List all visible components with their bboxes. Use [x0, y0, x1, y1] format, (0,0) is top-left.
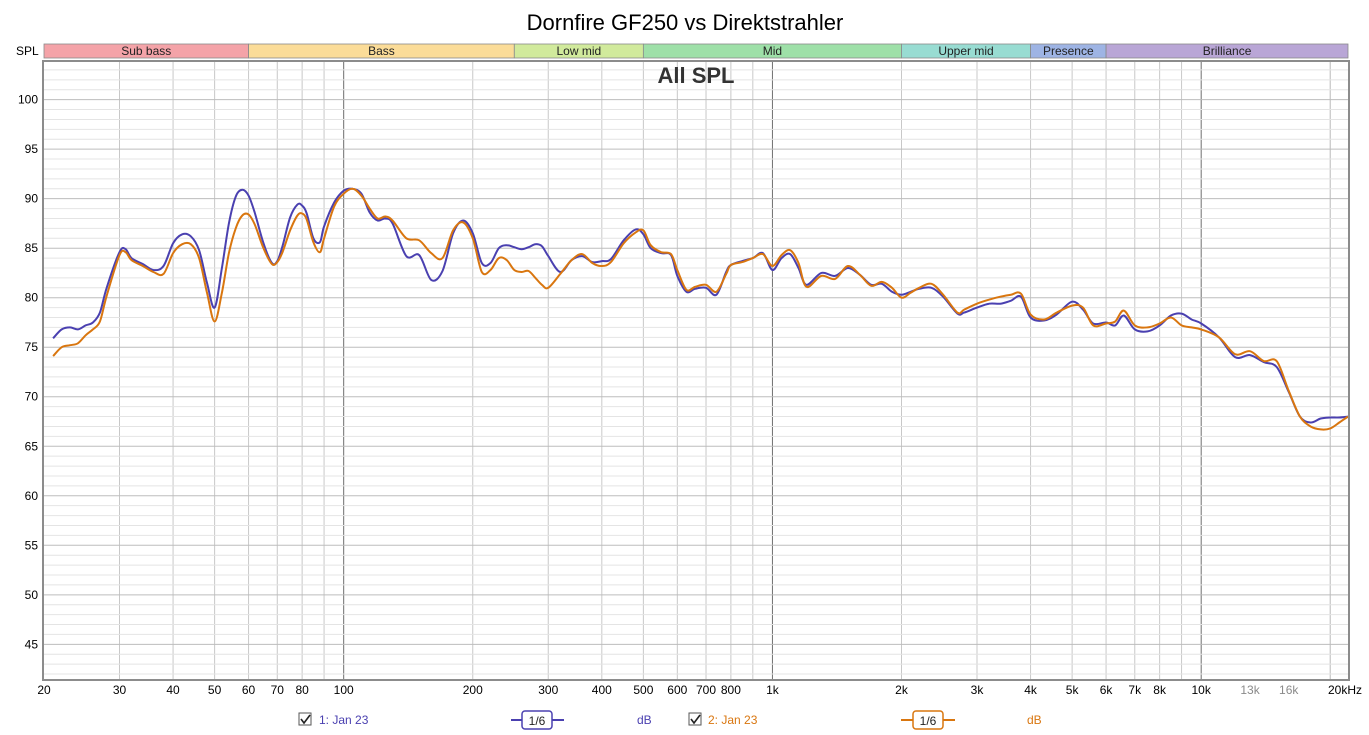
- band-label: Low mid: [556, 44, 601, 58]
- y-tick-label: 65: [25, 439, 39, 453]
- check-icon: [690, 714, 701, 725]
- smoothing-box[interactable]: [912, 710, 944, 730]
- series1-smoothing: 1/6: [529, 714, 546, 728]
- x-tick-label: 200: [463, 683, 483, 697]
- band-6: [1105, 43, 1349, 59]
- x-tick-label: 13k: [1240, 683, 1260, 697]
- x-tick-label: 700: [696, 683, 716, 697]
- series-lines: [52, 187, 1349, 431]
- x-tick-label: 70: [271, 683, 285, 697]
- series1-label: 1: Jan 23: [319, 713, 369, 727]
- x-tick-label: 7k: [1128, 683, 1142, 697]
- x-tick-label: 100: [334, 683, 354, 697]
- x-tick-label: 4k: [1024, 683, 1038, 697]
- x-tick-label: 3k: [971, 683, 985, 697]
- x-tick-label: 400: [592, 683, 612, 697]
- x-tick-label: 80: [295, 683, 309, 697]
- band-label: Brilliance: [1203, 44, 1252, 58]
- y-tick-label: 95: [25, 142, 39, 156]
- series2-label: 2: Jan 23: [708, 713, 758, 727]
- x-tick-label: 1k: [766, 683, 780, 697]
- frequency-bands: Sub bass Bass Low mid Mid Upper mid Presence B…: [43, 43, 1349, 59]
- series2-smoothing-button[interactable]: 1/6: [901, 710, 955, 730]
- chart-title: Dornfire GF250 vs Direktstrahler: [527, 10, 844, 35]
- smoothing-box[interactable]: [521, 710, 553, 730]
- check-icon: [300, 714, 311, 725]
- checkbox-box[interactable]: [298, 712, 312, 726]
- y-tick-label: 100: [18, 93, 38, 107]
- plot-frame: [42, 60, 1350, 681]
- x-tick-label: 800: [721, 683, 741, 697]
- series1-smoothing-button[interactable]: 1/6: [511, 710, 564, 730]
- band-label: Sub bass: [121, 44, 171, 58]
- y-tick-label: 75: [25, 340, 39, 354]
- y-tick-label: 45: [25, 637, 39, 651]
- x-tick-label: 60: [242, 683, 256, 697]
- x-tick-label: 500: [633, 683, 653, 697]
- legend: 1: Jan 23 1/6 dB 2: Jan 23 1/6 dB: [298, 710, 1042, 730]
- y-tick-label: 55: [25, 538, 39, 552]
- x-tick-label: 8k: [1153, 683, 1167, 697]
- series2-checkbox[interactable]: [688, 712, 702, 726]
- band-label: Presence: [1043, 44, 1094, 58]
- grid: [44, 62, 1348, 679]
- x-tick-label: 10k: [1192, 683, 1212, 697]
- x-tick-label: 5k: [1066, 683, 1080, 697]
- x-tick-label: 30: [113, 683, 127, 697]
- series2-smoothing: 1/6: [920, 714, 937, 728]
- series1-unit: dB: [637, 713, 652, 727]
- x-tick-label: 2k: [895, 683, 909, 697]
- band-label: Upper mid: [938, 44, 993, 58]
- y-tick-label: 90: [25, 192, 39, 206]
- y-tick-label: 85: [25, 241, 39, 255]
- y-tick-label: 70: [25, 390, 39, 404]
- x-tick-label: 300: [538, 683, 558, 697]
- y-tick-label: 60: [25, 489, 39, 503]
- band-label: Bass: [368, 44, 395, 58]
- x-tick-label: 6k: [1100, 683, 1114, 697]
- inner-title: All SPL: [657, 63, 734, 88]
- x-tick-label: 20kHz: [1328, 683, 1362, 697]
- x-tick-label: 50: [208, 683, 222, 697]
- x-tick-label: 600: [667, 683, 687, 697]
- series2-unit: dB: [1027, 713, 1042, 727]
- y-tick-label: 80: [25, 291, 39, 305]
- series1-checkbox[interactable]: [298, 712, 312, 726]
- y-axis-label: SPL: [16, 44, 39, 58]
- plot-area[interactable]: [44, 62, 1348, 679]
- x-tick-label: 20: [37, 683, 51, 697]
- x-tick-label: 16k: [1279, 683, 1299, 697]
- checkbox-box[interactable]: [688, 712, 702, 726]
- y-tick-labels: 45 50 55 60 65 70 75 80 85 90 95 100: [18, 93, 38, 652]
- band-label: Mid: [763, 44, 782, 58]
- x-tick-label: 40: [166, 683, 180, 697]
- series-2-line: [52, 187, 1349, 431]
- x-tick-labels: 20 30 40 50 60 70 80 100 200 300 400 500 600 700 800 1k…: [37, 683, 1362, 697]
- y-tick-label: 50: [25, 588, 39, 602]
